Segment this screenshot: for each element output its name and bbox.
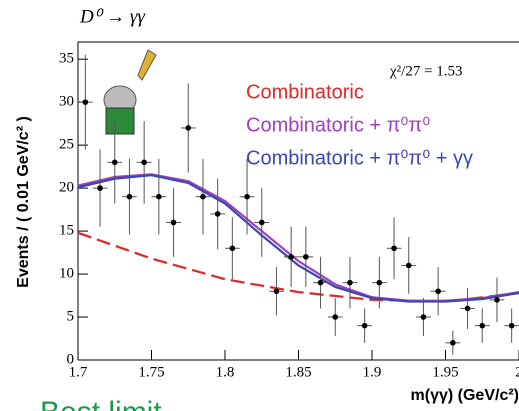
data-point (494, 297, 500, 303)
data-point (97, 185, 103, 191)
data-point (185, 125, 192, 131)
x-tick-label: 1.75 (138, 364, 164, 380)
data-point (405, 262, 412, 269)
mascot (103, 49, 157, 135)
x-axis-label: m(γγ) (GeV/c²) (411, 387, 519, 404)
data-point (244, 193, 250, 200)
legend-entry: Combinatoric + π⁰π⁰ + γγ (246, 147, 473, 169)
y-axis-label: Events / ( 0.01 GeV/c² ) (15, 116, 32, 288)
data-point (317, 279, 324, 286)
y-tick-label: 35 (59, 51, 74, 67)
data-point (273, 288, 280, 295)
data-point (111, 159, 118, 166)
data-point (156, 193, 162, 200)
x-tick-label: 1.85 (285, 364, 311, 380)
data-point (464, 305, 471, 312)
legend-entry: Combinatoric (246, 81, 364, 103)
data-point (391, 245, 397, 252)
x-tick-label: 1.7 (69, 364, 88, 380)
y-tick-label: 25 (59, 137, 74, 153)
data-point (141, 159, 147, 166)
data-point (376, 279, 383, 286)
x-tick-label: 1.8 (216, 364, 235, 380)
y-tick-label: 20 (59, 180, 74, 196)
data-point (82, 99, 89, 105)
legend-entry: Combinatoric + π⁰π⁰ (246, 114, 430, 136)
data-point (508, 322, 515, 329)
x-tick-label: 2 (515, 364, 519, 380)
y-tick-label: 0 (67, 351, 75, 367)
data-point (200, 193, 206, 200)
chart-title: D⁰ → γγ (79, 6, 145, 27)
data-point (361, 322, 368, 329)
fit-curve (77, 174, 519, 303)
data-point (288, 254, 294, 260)
data-point (479, 322, 486, 329)
data-point (126, 193, 133, 200)
y-tick-label: 10 (59, 265, 74, 281)
data-point (347, 279, 353, 286)
x-tick-label: 1.9 (363, 364, 382, 380)
data-point (435, 288, 441, 295)
fit-curve (77, 231, 519, 303)
data-point (332, 314, 339, 320)
data-point (450, 340, 456, 346)
y-tick-label: 15 (59, 223, 74, 239)
data-point (170, 219, 177, 226)
data-point (258, 219, 265, 226)
data-point (420, 314, 427, 320)
y-tick-label: 5 (67, 308, 75, 324)
data-point (229, 245, 236, 252)
y-tick-label: 30 (59, 94, 74, 110)
data-point (303, 254, 309, 260)
caption: Best limit (40, 396, 162, 411)
fit-annotation: χ²/27 = 1.53 (389, 63, 463, 79)
x-tick-label: 1.95 (432, 364, 458, 380)
data-point (214, 211, 221, 217)
